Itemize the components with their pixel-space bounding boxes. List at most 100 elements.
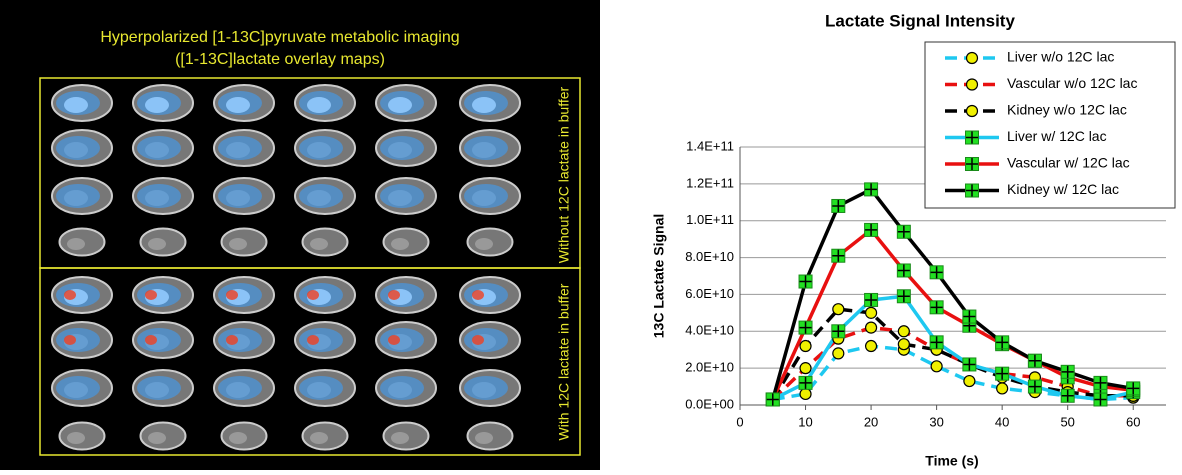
lactate-hotspot [226, 335, 238, 345]
y-tick-label: 0.0E+00 [685, 396, 734, 411]
lactate-overlay [464, 376, 508, 400]
x-axis-label: Time (s) [925, 453, 978, 469]
lactate-overlay [56, 184, 100, 208]
lactate-hotspot [64, 335, 76, 345]
lactate-overlay [218, 283, 262, 307]
lactate-hotspot [472, 290, 484, 300]
scan-organ [475, 432, 493, 444]
y-tick-label: 6.0E+10 [685, 286, 734, 301]
x-tick-label: 30 [929, 414, 943, 429]
lactate-overlay [218, 376, 262, 400]
marker [997, 383, 1008, 394]
lactate-overlay [56, 136, 100, 160]
lactate-hotspot [64, 290, 76, 300]
panel-subtitle: ([1-13C]lactate overlay maps) [175, 51, 385, 68]
scan-organ [310, 432, 328, 444]
x-tick-label: 0 [736, 414, 743, 429]
marker [800, 363, 811, 374]
lactate-overlay [380, 283, 424, 307]
lactate-overlay [464, 91, 508, 115]
lactate-hotspot [307, 335, 319, 345]
lactate-overlay [380, 328, 424, 352]
lactate-overlay [137, 328, 181, 352]
scan-organ [148, 432, 166, 444]
panel-title: Hyperpolarized [1-13C]pyruvate metabolic… [100, 29, 459, 46]
lactate-hotspot [388, 335, 400, 345]
x-tick-label: 60 [1126, 414, 1140, 429]
scan-organ [67, 238, 85, 250]
lactate-hotspot [472, 335, 484, 345]
scan-organ [148, 238, 166, 250]
marker [931, 361, 942, 372]
lactate-overlay [380, 376, 424, 400]
lactate-overlay [464, 136, 508, 160]
x-tick-label: 10 [798, 414, 812, 429]
lactate-overlay [137, 283, 181, 307]
legend-label: Liver w/ 12C lac [1007, 128, 1107, 144]
marker [866, 322, 877, 333]
scan-organ [67, 432, 85, 444]
marker [964, 376, 975, 387]
lactate-overlay [56, 91, 100, 115]
y-tick-label: 8.0E+10 [685, 249, 734, 264]
bottom-label: With 12C lactate in buffer [556, 283, 572, 440]
y-tick-label: 1.4E+11 [686, 138, 734, 153]
y-tick-label: 4.0E+10 [685, 323, 734, 338]
marker [800, 388, 811, 399]
series-line [773, 328, 1133, 400]
scan-organ [229, 238, 247, 250]
lactate-hotspot [307, 290, 319, 300]
lactate-overlay [380, 136, 424, 160]
marker [866, 307, 877, 318]
lactate-overlay [137, 91, 181, 115]
lactate-overlay [56, 376, 100, 400]
figure: Hyperpolarized [1-13C]pyruvate metabolic… [0, 0, 1182, 470]
lactate-overlay [137, 376, 181, 400]
lactate-hotspot [388, 290, 400, 300]
scan-organ [475, 238, 493, 250]
lactate-overlay [218, 328, 262, 352]
lactate-overlay [464, 283, 508, 307]
legend-label: Vascular w/ 12C lac [1007, 155, 1130, 171]
marker [800, 341, 811, 352]
marker [833, 304, 844, 315]
marker [833, 348, 844, 359]
lactate-overlay [299, 283, 343, 307]
x-tick-label: 20 [864, 414, 878, 429]
lactate-hotspot [145, 290, 157, 300]
lactate-overlay [218, 91, 262, 115]
lactate-overlay [137, 184, 181, 208]
lactate-overlay [299, 184, 343, 208]
lactate-overlay [299, 136, 343, 160]
series-line [773, 296, 1133, 399]
x-tick-label: 50 [1060, 414, 1074, 429]
scan-organ [391, 238, 409, 250]
scan-organ [310, 238, 328, 250]
scan-organ [229, 432, 247, 444]
page: Hyperpolarized [1-13C]pyruvate metabolic… [0, 0, 1182, 470]
legend-label: Vascular w/o 12C lac [1007, 75, 1137, 91]
lactate-overlay [380, 91, 424, 115]
lactate-overlay [464, 184, 508, 208]
lactate-overlay [218, 136, 262, 160]
legend-label: Kidney w/o 12C lac [1007, 102, 1127, 118]
y-axis-label: 13C Lactate Signal [651, 214, 667, 339]
scan-organ [391, 432, 409, 444]
x-tick-label: 40 [995, 414, 1009, 429]
marker [967, 79, 978, 90]
lactate-overlay [464, 328, 508, 352]
chart-title: Lactate Signal Intensity [825, 11, 1015, 30]
marker [898, 339, 909, 350]
lactate-overlay [56, 328, 100, 352]
lactate-overlay [299, 328, 343, 352]
lactate-overlay [380, 184, 424, 208]
lactate-hotspot [145, 335, 157, 345]
marker [967, 106, 978, 117]
lactate-overlay [299, 91, 343, 115]
lactate-overlay [137, 136, 181, 160]
y-tick-label: 2.0E+10 [685, 360, 734, 375]
marker [967, 53, 978, 64]
marker [898, 326, 909, 337]
y-tick-label: 1.0E+11 [686, 212, 734, 227]
lactate-overlay [56, 283, 100, 307]
